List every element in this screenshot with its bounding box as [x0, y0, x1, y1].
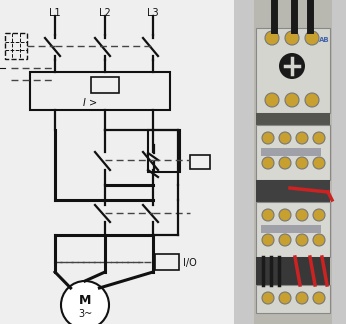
- Circle shape: [313, 132, 325, 144]
- Circle shape: [279, 234, 291, 246]
- Circle shape: [313, 157, 325, 169]
- Bar: [148, 130, 180, 172]
- Circle shape: [262, 209, 274, 221]
- Circle shape: [296, 209, 308, 221]
- Circle shape: [265, 31, 279, 45]
- Circle shape: [265, 93, 279, 107]
- Circle shape: [305, 93, 319, 107]
- Text: I >: I >: [83, 98, 97, 108]
- Text: L2: L2: [99, 8, 111, 18]
- Bar: [256, 285, 330, 313]
- Circle shape: [61, 281, 109, 324]
- Circle shape: [305, 31, 319, 45]
- Bar: [256, 28, 330, 113]
- Circle shape: [279, 132, 291, 144]
- Bar: [234, 0, 346, 324]
- Text: L1: L1: [49, 8, 61, 18]
- Bar: [261, 148, 321, 156]
- Circle shape: [279, 292, 291, 304]
- Circle shape: [313, 209, 325, 221]
- Circle shape: [296, 234, 308, 246]
- Bar: [256, 113, 330, 125]
- Bar: [5, 33, 27, 59]
- Circle shape: [285, 31, 299, 45]
- Circle shape: [279, 53, 305, 79]
- Circle shape: [313, 292, 325, 304]
- Bar: [277, 52, 307, 80]
- Circle shape: [296, 292, 308, 304]
- Circle shape: [262, 234, 274, 246]
- Text: L3: L3: [147, 8, 159, 18]
- Bar: [256, 125, 330, 180]
- Circle shape: [313, 234, 325, 246]
- Bar: [91, 77, 119, 93]
- Circle shape: [262, 157, 274, 169]
- Bar: [254, 0, 332, 324]
- Text: AB: AB: [319, 37, 329, 43]
- Bar: [256, 180, 330, 202]
- Bar: [30, 72, 170, 110]
- Bar: [261, 225, 321, 233]
- Text: I/O: I/O: [183, 258, 197, 268]
- Circle shape: [279, 157, 291, 169]
- Circle shape: [279, 209, 291, 221]
- Bar: [256, 257, 330, 285]
- Circle shape: [262, 292, 274, 304]
- Text: M: M: [79, 294, 91, 307]
- Circle shape: [262, 132, 274, 144]
- Circle shape: [296, 157, 308, 169]
- Bar: [256, 202, 330, 257]
- Bar: [155, 254, 179, 270]
- Bar: [190, 155, 210, 169]
- Circle shape: [296, 132, 308, 144]
- Text: 3~: 3~: [78, 309, 92, 319]
- Circle shape: [285, 93, 299, 107]
